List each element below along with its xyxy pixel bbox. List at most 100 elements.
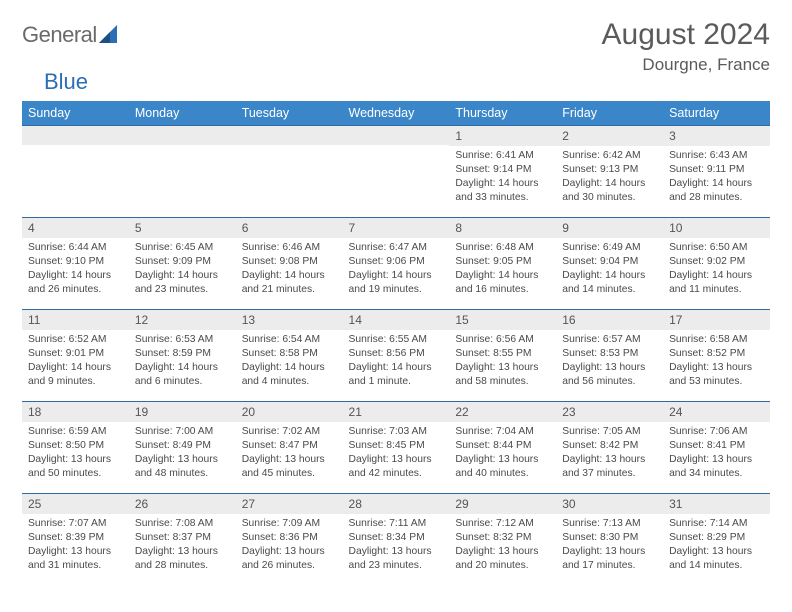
day-number: 5 [129, 218, 236, 238]
calendar-day-cell: 5Sunrise: 6:45 AMSunset: 9:09 PMDaylight… [129, 218, 236, 310]
day-detail-line: Daylight: 13 hours [562, 361, 657, 375]
calendar-day-cell: 13Sunrise: 6:54 AMSunset: 8:58 PMDayligh… [236, 310, 343, 402]
day-detail-line: Daylight: 13 hours [242, 545, 337, 559]
day-detail-line: Daylight: 13 hours [455, 361, 550, 375]
calendar-day-cell: 18Sunrise: 6:59 AMSunset: 8:50 PMDayligh… [22, 402, 129, 494]
day-detail-line: Daylight: 13 hours [669, 453, 764, 467]
day-detail-line: Sunrise: 7:06 AM [669, 425, 764, 439]
day-detail-line: Sunset: 8:30 PM [562, 531, 657, 545]
day-number: 30 [556, 494, 663, 514]
day-detail-line: and 48 minutes. [135, 467, 230, 481]
day-detail-line: and 6 minutes. [135, 375, 230, 389]
day-detail-line: Sunrise: 7:14 AM [669, 517, 764, 531]
day-details: Sunrise: 6:54 AMSunset: 8:58 PMDaylight:… [236, 330, 343, 393]
day-details: Sunrise: 6:45 AMSunset: 9:09 PMDaylight:… [129, 238, 236, 301]
day-detail-line: Sunset: 9:05 PM [455, 255, 550, 269]
day-number [129, 126, 236, 145]
day-detail-line: Sunset: 9:01 PM [28, 347, 123, 361]
day-number: 3 [663, 126, 770, 146]
day-detail-line: Daylight: 13 hours [455, 545, 550, 559]
day-number: 7 [343, 218, 450, 238]
day-detail-line: Sunset: 9:09 PM [135, 255, 230, 269]
calendar-day-cell: 12Sunrise: 6:53 AMSunset: 8:59 PMDayligh… [129, 310, 236, 402]
day-detail-line: Sunset: 9:14 PM [455, 163, 550, 177]
day-details: Sunrise: 7:09 AMSunset: 8:36 PMDaylight:… [236, 514, 343, 577]
calendar-day-cell: 17Sunrise: 6:58 AMSunset: 8:52 PMDayligh… [663, 310, 770, 402]
day-number: 29 [449, 494, 556, 514]
day-details: Sunrise: 7:04 AMSunset: 8:44 PMDaylight:… [449, 422, 556, 485]
calendar-day-cell: 19 Sunrise: 7:00 AMSunset: 8:49 PMDayligh… [129, 402, 236, 494]
day-detail-line: and 53 minutes. [669, 375, 764, 389]
day-detail-line: Sunrise: 7:00 AM [135, 425, 230, 439]
calendar-week-row: 11Sunrise: 6:52 AMSunset: 9:01 PMDayligh… [22, 310, 770, 402]
day-detail-line: and 45 minutes. [242, 467, 337, 481]
calendar-week-row: 4Sunrise: 6:44 AMSunset: 9:10 PMDaylight… [22, 218, 770, 310]
calendar-day-cell: 23Sunrise: 7:05 AMSunset: 8:42 PMDayligh… [556, 402, 663, 494]
day-detail-line: and 23 minutes. [135, 283, 230, 297]
day-number: 15 [449, 310, 556, 330]
day-detail-line: and 42 minutes. [349, 467, 444, 481]
day-details: Sunrise: 7:08 AMSunset: 8:37 PMDaylight:… [129, 514, 236, 577]
day-detail-line: Sunset: 8:34 PM [349, 531, 444, 545]
day-details: Sunrise: 7:13 AMSunset: 8:30 PMDaylight:… [556, 514, 663, 577]
day-detail-line: Daylight: 14 hours [349, 269, 444, 283]
day-detail-line: and 14 minutes. [669, 559, 764, 573]
calendar-body: 1Sunrise: 6:41 AMSunset: 9:14 PMDaylight… [22, 126, 770, 586]
day-detail-line: Daylight: 13 hours [135, 453, 230, 467]
day-detail-line: Sunset: 8:49 PM [135, 439, 230, 453]
day-detail-line: Sunset: 8:41 PM [669, 439, 764, 453]
day-detail-line: Sunrise: 6:58 AM [669, 333, 764, 347]
calendar-day-cell: 28Sunrise: 7:11 AMSunset: 8:34 PMDayligh… [343, 494, 450, 586]
brand-word-2: Blue [44, 69, 792, 95]
day-detail-line: Daylight: 14 hours [242, 269, 337, 283]
day-detail-line: and 4 minutes. [242, 375, 337, 389]
col-header: Wednesday [343, 101, 450, 126]
day-detail-line: and 26 minutes. [28, 283, 123, 297]
day-details: Sunrise: 6:43 AMSunset: 9:11 PMDaylight:… [663, 146, 770, 209]
day-number [236, 126, 343, 145]
day-detail-line: Daylight: 13 hours [349, 545, 444, 559]
day-details: Sunrise: 7:11 AMSunset: 8:34 PMDaylight:… [343, 514, 450, 577]
col-header: Monday [129, 101, 236, 126]
day-details [22, 145, 129, 152]
day-detail-line: Sunrise: 6:42 AM [562, 149, 657, 163]
day-details [129, 145, 236, 152]
calendar-day-cell: 8Sunrise: 6:48 AMSunset: 9:05 PMDaylight… [449, 218, 556, 310]
calendar-day-cell: 4Sunrise: 6:44 AMSunset: 9:10 PMDaylight… [22, 218, 129, 310]
day-detail-line: Sunset: 9:10 PM [28, 255, 123, 269]
day-detail-line: and 19 minutes. [349, 283, 444, 297]
day-number: 12 [129, 310, 236, 330]
day-number: 17 [663, 310, 770, 330]
day-detail-line: Sunset: 9:04 PM [562, 255, 657, 269]
day-details [236, 145, 343, 152]
calendar-day-cell: 14Sunrise: 6:55 AMSunset: 8:56 PMDayligh… [343, 310, 450, 402]
brand-logo: General [22, 22, 121, 48]
day-detail-line: Sunrise: 6:55 AM [349, 333, 444, 347]
day-detail-line: Sunrise: 6:48 AM [455, 241, 550, 255]
day-detail-line: and 14 minutes. [562, 283, 657, 297]
calendar-day-cell [236, 126, 343, 218]
day-detail-line: Sunset: 8:45 PM [349, 439, 444, 453]
day-details: Sunrise: 6:48 AMSunset: 9:05 PMDaylight:… [449, 238, 556, 301]
day-detail-line: Daylight: 14 hours [242, 361, 337, 375]
calendar-day-cell: 25Sunrise: 7:07 AMSunset: 8:39 PMDayligh… [22, 494, 129, 586]
day-details: Sunrise: 6:49 AMSunset: 9:04 PMDaylight:… [556, 238, 663, 301]
day-detail-line: Sunset: 8:56 PM [349, 347, 444, 361]
day-detail-line: Sunset: 8:58 PM [242, 347, 337, 361]
day-detail-line: and 20 minutes. [455, 559, 550, 573]
day-detail-line: and 50 minutes. [28, 467, 123, 481]
day-detail-line: Daylight: 13 hours [135, 545, 230, 559]
day-detail-line: and 33 minutes. [455, 191, 550, 205]
day-number: 19 [129, 402, 236, 422]
day-detail-line: and 56 minutes. [562, 375, 657, 389]
day-details: Sunrise: 6:57 AMSunset: 8:53 PMDaylight:… [556, 330, 663, 393]
col-header: Sunday [22, 101, 129, 126]
day-detail-line: Daylight: 13 hours [28, 545, 123, 559]
calendar-week-row: 25Sunrise: 7:07 AMSunset: 8:39 PMDayligh… [22, 494, 770, 586]
day-detail-line: Daylight: 14 hours [562, 177, 657, 191]
day-detail-line: and 28 minutes. [135, 559, 230, 573]
day-detail-line: Sunrise: 6:57 AM [562, 333, 657, 347]
day-details: Sunrise: 7:05 AMSunset: 8:42 PMDaylight:… [556, 422, 663, 485]
day-number: 25 [22, 494, 129, 514]
day-detail-line: Sunset: 8:42 PM [562, 439, 657, 453]
